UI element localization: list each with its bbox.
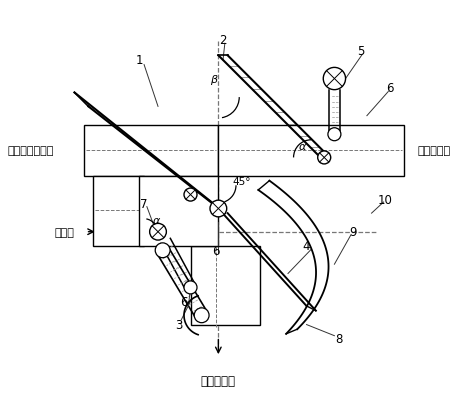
- Circle shape: [184, 281, 197, 294]
- Text: 5: 5: [357, 45, 364, 58]
- Text: 10: 10: [378, 193, 393, 206]
- Text: 1: 1: [136, 54, 143, 67]
- Text: β: β: [210, 75, 217, 84]
- Text: 2: 2: [219, 34, 227, 47]
- Text: α: α: [298, 142, 306, 152]
- Text: 4: 4: [303, 239, 310, 252]
- Bar: [191, 246, 260, 325]
- Circle shape: [149, 224, 166, 241]
- Text: 6: 6: [386, 82, 394, 95]
- Text: 冷气进气口: 冷气进气口: [418, 146, 451, 156]
- Bar: [93, 177, 144, 246]
- Text: 热气进气口: 热气进气口: [201, 374, 236, 387]
- Circle shape: [318, 151, 331, 164]
- Text: 3: 3: [175, 318, 182, 331]
- Text: α: α: [153, 215, 160, 225]
- Bar: [218, 126, 404, 177]
- Text: 45°: 45°: [232, 176, 251, 186]
- Text: 6: 6: [212, 244, 219, 257]
- Circle shape: [194, 308, 209, 323]
- Text: 7: 7: [140, 198, 148, 211]
- Circle shape: [210, 200, 227, 217]
- Text: 8: 8: [335, 332, 343, 345]
- Circle shape: [323, 68, 345, 90]
- Bar: [84, 126, 218, 177]
- Text: 9: 9: [349, 226, 357, 239]
- Circle shape: [328, 128, 341, 141]
- Text: 混合空气出气口: 混合空气出气口: [8, 146, 54, 156]
- Text: 排气口: 排气口: [54, 227, 74, 237]
- Circle shape: [155, 243, 170, 258]
- Bar: [139, 177, 218, 246]
- Circle shape: [184, 189, 197, 202]
- Text: 6: 6: [180, 295, 188, 308]
